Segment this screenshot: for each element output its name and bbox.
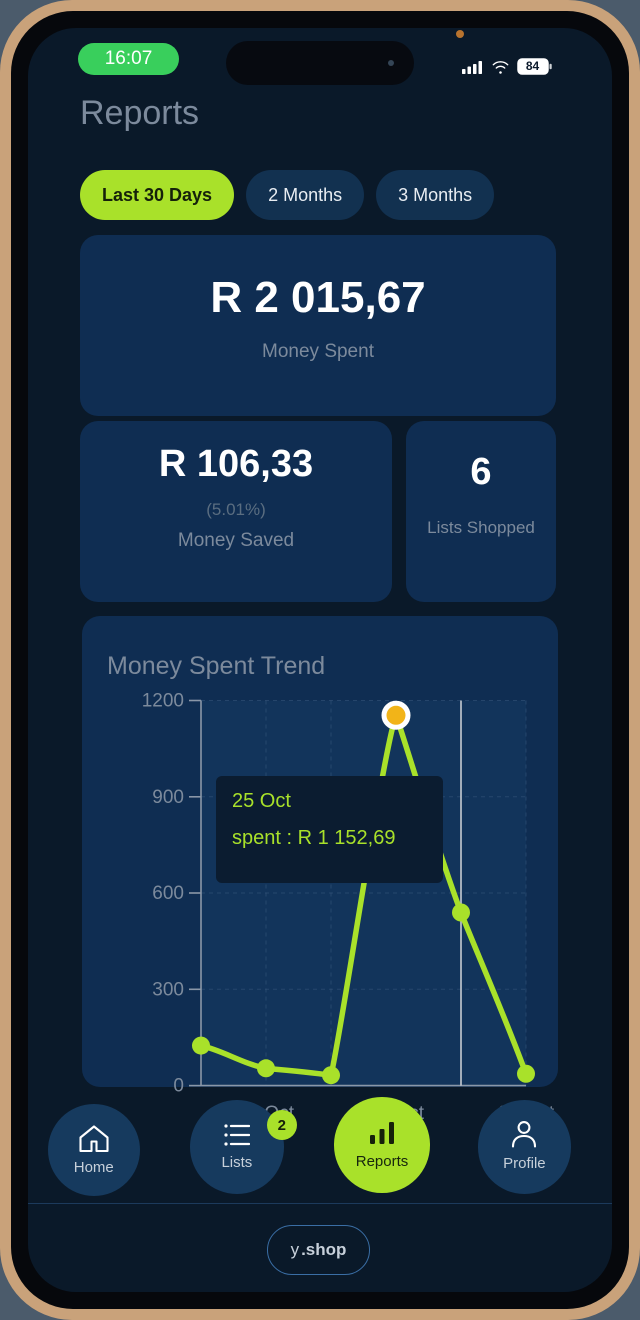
svg-text:900: 900	[152, 787, 184, 808]
svg-text:1200: 1200	[142, 691, 184, 712]
svg-text:300: 300	[152, 979, 184, 1000]
svg-text:600: 600	[152, 883, 184, 904]
